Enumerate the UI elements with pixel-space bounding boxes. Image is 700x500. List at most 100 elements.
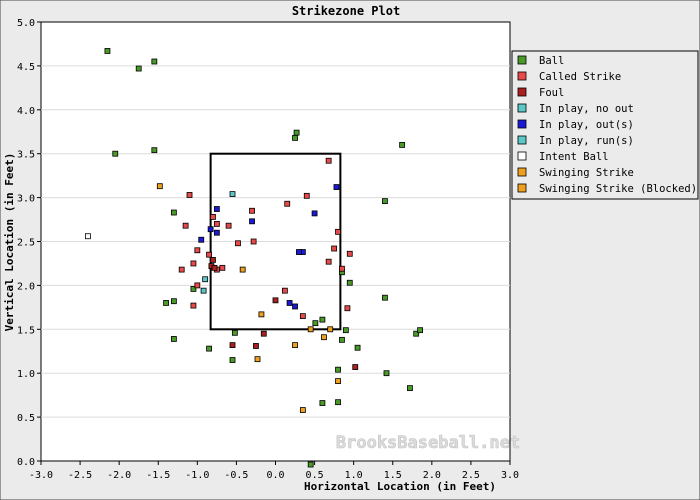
point-called-strike bbox=[299, 313, 306, 320]
y-tick-label: 4.0 bbox=[17, 106, 35, 117]
x-tick-label: -1.0 bbox=[185, 470, 209, 481]
x-tick-label: -2.0 bbox=[107, 470, 131, 481]
point-swinging-strike bbox=[299, 407, 306, 413]
point-called-strike bbox=[250, 238, 257, 245]
point-in-play-out-s bbox=[311, 210, 318, 217]
point-ball bbox=[307, 461, 314, 468]
point-swinging-strike bbox=[327, 326, 334, 333]
y-tick-label: 4.5 bbox=[17, 62, 35, 73]
point-ball bbox=[190, 286, 197, 292]
point-in-play-out-s bbox=[249, 218, 255, 225]
y-axis-ticks: 0.0 0.5 1.0 1.5 2.0 2.5 3.0 3.5 4.0 4.5 5.0 bbox=[17, 18, 41, 468]
x-axis-ticks: -3.0 -2.5 -2.0 -1.5 -1.0 -0.5 0.0 0.5 1.0 1.5 2.0 2… bbox=[29, 461, 519, 481]
point-ball bbox=[319, 400, 326, 406]
y-tick-label: 1.5 bbox=[17, 325, 35, 336]
point-called-strike bbox=[331, 245, 338, 252]
point-ball bbox=[151, 147, 158, 154]
legend-label: Swinging Strike (Blocked) bbox=[539, 183, 697, 195]
point-ball bbox=[413, 330, 420, 337]
point-ball bbox=[417, 327, 424, 334]
point-ball bbox=[170, 298, 177, 305]
legend-label: Foul bbox=[539, 87, 564, 99]
legend-swatch bbox=[517, 167, 527, 177]
point-ball bbox=[293, 129, 300, 136]
point-ball bbox=[354, 344, 361, 351]
point-ball bbox=[383, 370, 390, 377]
point-in-play-no-out bbox=[200, 287, 207, 294]
point-called-strike bbox=[213, 221, 220, 227]
point-swinging-strike bbox=[307, 326, 314, 333]
y-tick-label: 0.5 bbox=[17, 413, 35, 424]
point-called-strike bbox=[325, 157, 332, 164]
point-ball bbox=[407, 385, 413, 392]
x-tick-label: -2.5 bbox=[68, 470, 92, 481]
legend-label: In play, run(s) bbox=[539, 135, 634, 147]
point-ball bbox=[104, 48, 111, 54]
point-foul bbox=[352, 364, 359, 370]
x-tick-label: 1.0 bbox=[345, 470, 363, 481]
point-intent-ball bbox=[85, 233, 91, 240]
point-called-strike bbox=[225, 222, 232, 229]
x-tick-label: 2.0 bbox=[423, 470, 441, 481]
point-swinging-strike bbox=[335, 378, 341, 385]
point-called-strike bbox=[190, 260, 197, 267]
point-ball bbox=[170, 336, 177, 342]
point-in-play-out-s bbox=[213, 206, 220, 212]
point-swinging-strike bbox=[254, 356, 261, 363]
x-tick-label: 2.5 bbox=[462, 470, 480, 481]
point-called-strike bbox=[194, 247, 201, 254]
point-in-play-out-s bbox=[286, 300, 293, 306]
point-in-play-out-s bbox=[213, 229, 220, 236]
point-swinging-strike bbox=[258, 311, 265, 318]
point-in-play-out-s bbox=[296, 249, 302, 255]
point-foul bbox=[211, 264, 218, 271]
point-ball bbox=[163, 300, 169, 306]
point-ball bbox=[382, 198, 388, 205]
point-ball bbox=[335, 399, 341, 406]
point-called-strike bbox=[206, 251, 212, 258]
legend-swatch bbox=[517, 71, 527, 81]
watermark: BrooksBaseball.net bbox=[336, 433, 520, 453]
x-tick-label: 0.5 bbox=[306, 470, 324, 481]
point-ball bbox=[335, 366, 341, 373]
legend-swatch bbox=[517, 103, 527, 113]
legend-label: Ball bbox=[539, 55, 564, 67]
point-ball bbox=[312, 320, 319, 327]
point-foul bbox=[272, 297, 279, 304]
point-in-play-no-out bbox=[202, 276, 209, 283]
point-ball bbox=[382, 294, 388, 301]
y-tick-label: 2.0 bbox=[17, 281, 35, 292]
point-called-strike bbox=[346, 250, 353, 257]
point-foul bbox=[229, 342, 236, 349]
x-tick-label: -1.5 bbox=[146, 470, 170, 481]
point-ball bbox=[112, 150, 119, 157]
point-foul bbox=[253, 343, 259, 349]
point-called-strike bbox=[325, 258, 332, 265]
point-in-play-out-s bbox=[292, 303, 298, 310]
point-ball bbox=[346, 279, 353, 286]
point-ball bbox=[339, 336, 345, 343]
point-called-strike bbox=[178, 266, 185, 273]
point-called-strike bbox=[235, 240, 241, 247]
x-tick-label: 3.0 bbox=[501, 470, 519, 481]
y-tick-label: 3.0 bbox=[17, 194, 35, 205]
point-ball bbox=[206, 345, 212, 352]
point-ball bbox=[170, 209, 177, 216]
x-tick-label: 0.0 bbox=[266, 470, 284, 481]
legend-label: In play, no out bbox=[539, 103, 634, 115]
legend-label: Swinging Strike bbox=[539, 167, 634, 179]
point-called-strike bbox=[186, 192, 193, 198]
legend-swatch bbox=[517, 135, 527, 145]
point-called-strike bbox=[335, 228, 341, 235]
point-ball bbox=[231, 329, 238, 336]
legend-swatch bbox=[517, 119, 527, 129]
point-swinging-strike bbox=[292, 342, 298, 349]
point-in-play-out-s bbox=[333, 184, 340, 190]
point-swinging-strike bbox=[239, 266, 246, 273]
point-called-strike bbox=[194, 282, 201, 289]
point-ball bbox=[319, 316, 326, 323]
x-axis-label: Horizontal Location (in Feet) bbox=[304, 480, 496, 493]
legend-label: In play, out(s) bbox=[539, 119, 634, 131]
point-called-strike bbox=[281, 287, 288, 294]
